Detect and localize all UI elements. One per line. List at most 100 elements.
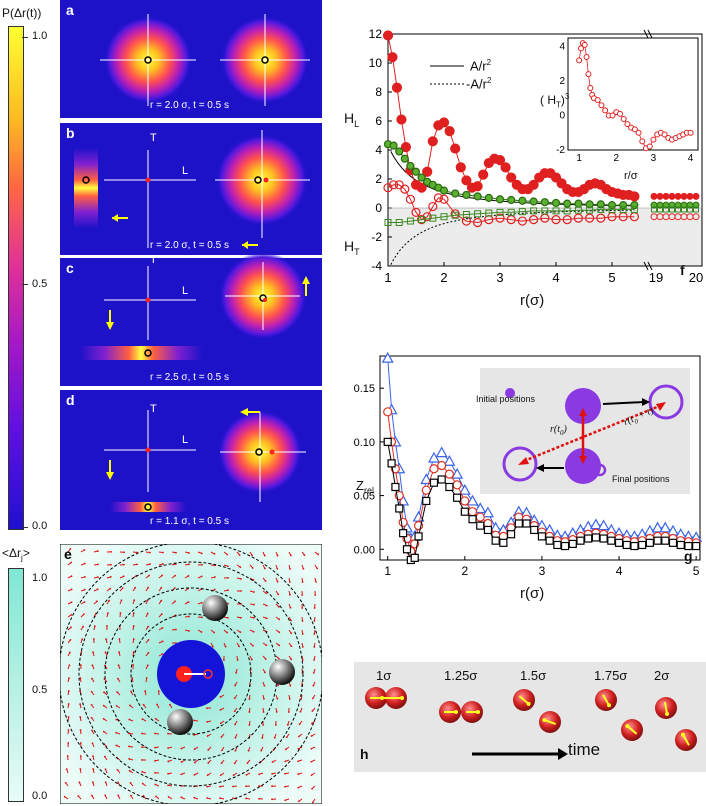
field-arrow-head bbox=[118, 651, 120, 654]
chart-g-point bbox=[402, 545, 412, 554]
field-arrow-head bbox=[115, 704, 118, 707]
chart-f-ytick-label: 12 bbox=[369, 27, 383, 41]
colorbar-bottom-tick-high: 1.0 bbox=[32, 572, 48, 584]
field-arrow-head bbox=[162, 551, 164, 554]
chart-g-point bbox=[607, 536, 616, 545]
chart-g-panel-letter: g bbox=[684, 548, 693, 564]
field-arrow-head bbox=[148, 574, 151, 577]
field-arrow-head bbox=[80, 651, 83, 653]
chart-f-point bbox=[429, 214, 437, 222]
field-arrow-head bbox=[108, 599, 111, 602]
field-arrow-head bbox=[313, 633, 316, 635]
field-arrow-head bbox=[110, 550, 112, 553]
chart-g-point bbox=[429, 478, 439, 487]
field-arrow-head bbox=[147, 638, 150, 641]
chart-g-xtick-label: 2 bbox=[461, 564, 468, 578]
field-arrow-head bbox=[79, 716, 82, 718]
field-arrow-head bbox=[311, 697, 314, 700]
field-arrow-head bbox=[301, 620, 304, 622]
field-arrow-head bbox=[161, 626, 164, 629]
chart-f-point bbox=[585, 200, 594, 209]
field-arrow-head bbox=[207, 762, 210, 764]
panel-h-arrow bbox=[663, 701, 669, 715]
field-arrow-head bbox=[147, 586, 150, 589]
chart-f-point bbox=[692, 192, 700, 200]
field-arrow-head bbox=[213, 552, 216, 555]
field-arrow-head bbox=[67, 703, 70, 705]
field-arrow-head bbox=[105, 625, 108, 627]
chart-g-point bbox=[383, 407, 393, 417]
chart-g-point bbox=[391, 482, 400, 492]
panel-b-axis-t: T bbox=[150, 132, 157, 144]
field-arrow-head bbox=[290, 645, 293, 648]
field-arrow-head bbox=[251, 567, 254, 569]
field-arrow-head bbox=[301, 633, 304, 635]
chart-f-point bbox=[680, 192, 688, 200]
chart-f-point bbox=[400, 184, 410, 194]
field-arrow-head bbox=[263, 697, 265, 700]
field-arrow-head bbox=[289, 554, 292, 557]
chart-g-point bbox=[453, 493, 462, 502]
panel-e-letter: e bbox=[64, 546, 72, 562]
field-arrow-head bbox=[90, 794, 93, 797]
chart-f-ytick-label: -4 bbox=[371, 259, 382, 273]
chart-g-point bbox=[437, 475, 446, 484]
field-arrow-head bbox=[258, 773, 261, 776]
chart-g-point bbox=[645, 538, 654, 547]
field-arrow-head bbox=[70, 601, 73, 604]
field-arrow-head bbox=[206, 774, 209, 777]
field-arrow-head bbox=[180, 796, 183, 799]
chart-f-inset-point bbox=[631, 126, 638, 133]
field-arrow-head bbox=[167, 795, 170, 798]
field-arrow-head bbox=[299, 710, 302, 713]
chart-f-point bbox=[562, 215, 572, 225]
field-arrow-head bbox=[161, 640, 164, 643]
chart-g-ylabel: Zrel bbox=[356, 478, 374, 496]
chart-g-inset-diagram bbox=[502, 384, 684, 484]
field-arrow-head bbox=[301, 594, 304, 596]
field-arrow-head bbox=[264, 671, 266, 674]
field-arrow-head bbox=[78, 781, 81, 784]
panel-h-arrow-head bbox=[526, 701, 531, 706]
field-arrow-head bbox=[200, 552, 203, 555]
chart-f-point bbox=[406, 217, 414, 225]
panel-h-label-5: 2σ bbox=[654, 668, 670, 683]
field-arrow-head bbox=[69, 651, 71, 654]
field-arrow-head bbox=[161, 563, 164, 565]
field-arrow-head bbox=[219, 774, 222, 777]
chart-f-inset-point bbox=[587, 84, 594, 91]
field-arrow-head bbox=[271, 785, 273, 788]
field-arrow-head bbox=[174, 600, 176, 603]
chart-f-point bbox=[507, 195, 516, 205]
field-arrow-head bbox=[193, 719, 195, 722]
field-arrow-head bbox=[310, 735, 313, 737]
field-arrow-head bbox=[146, 664, 149, 667]
chart-f-point bbox=[411, 167, 421, 176]
field-arrow-head bbox=[144, 690, 147, 692]
field-arrow-head bbox=[234, 736, 237, 739]
field-arrow-head bbox=[240, 616, 242, 619]
field-arrow-head bbox=[93, 625, 96, 627]
chart-g-ytick-label: 0.10 bbox=[354, 437, 375, 449]
field-arrow-head bbox=[123, 551, 125, 554]
field-arrow-head bbox=[227, 589, 229, 592]
field-arrow-head bbox=[180, 773, 183, 776]
field-arrow-head bbox=[83, 613, 85, 616]
field-arrow-head bbox=[83, 588, 86, 591]
panel-h-time-label: time bbox=[568, 740, 601, 759]
chart-g-point bbox=[420, 473, 433, 485]
field-arrow-head bbox=[156, 703, 158, 706]
field-arrow-head bbox=[173, 587, 176, 589]
chart-g-point bbox=[387, 459, 396, 468]
chart-g-point bbox=[491, 536, 500, 545]
field-arrow-head bbox=[67, 729, 70, 731]
field-arrow-head bbox=[115, 718, 118, 721]
chart-f-point bbox=[630, 205, 638, 213]
chart-g-xlabel: r(σ) bbox=[520, 585, 545, 602]
field-arrow-head bbox=[92, 768, 95, 770]
panel-h-arrow-head bbox=[607, 703, 611, 708]
colorbar-top-tick-mid: 0.5 bbox=[32, 278, 48, 290]
chart-g-point bbox=[476, 521, 485, 530]
field-arrow-head bbox=[128, 757, 131, 760]
field-arrow-head bbox=[311, 787, 313, 790]
